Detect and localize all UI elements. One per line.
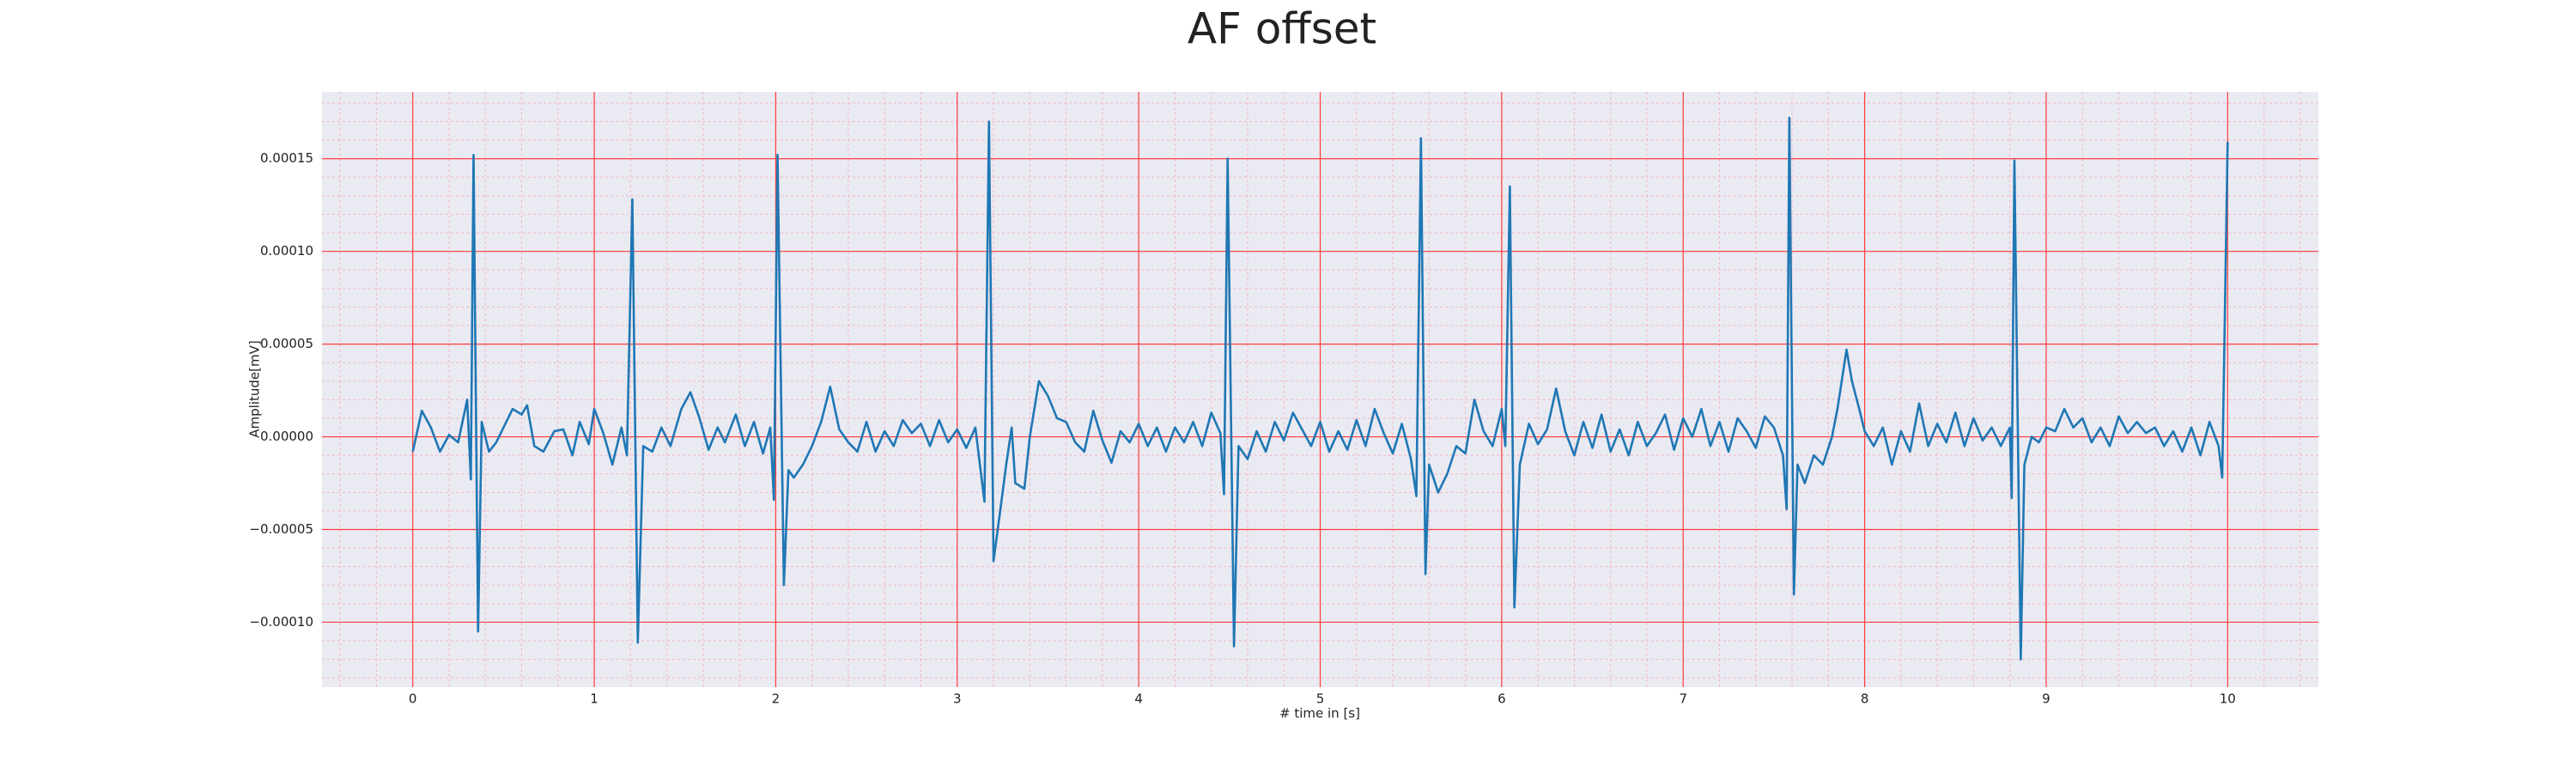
y-tick-label: 0.00010	[260, 243, 313, 259]
x-axis-label: # time in [s]	[1279, 706, 1360, 721]
y-tick-label: 0.00015	[260, 150, 313, 166]
y-axis-label: Amplitude[mV]	[247, 340, 263, 437]
y-tick-label: −0.00005	[249, 521, 313, 537]
x-tick-label: 10	[2220, 691, 2236, 707]
x-tick-label: 0	[409, 691, 417, 707]
x-tick-label: 6	[1498, 691, 1506, 707]
chart-title: AF offset	[1188, 4, 1376, 54]
x-tick-label: 3	[953, 691, 962, 707]
y-tick-label: 0.00005	[260, 336, 313, 351]
x-tick-label: 1	[590, 691, 598, 707]
y-tick-label: −0.00010	[249, 614, 313, 630]
x-tick-label: 5	[1316, 691, 1325, 707]
signal-line	[411, 116, 2229, 660]
y-tick-label: 0.00000	[260, 429, 313, 444]
x-tick-label: 8	[1861, 691, 1869, 707]
x-tick-label: 9	[2042, 691, 2050, 707]
x-tick-label: 7	[1679, 691, 1687, 707]
x-tick-label: 2	[772, 691, 781, 707]
x-tick-label: 4	[1134, 691, 1143, 707]
